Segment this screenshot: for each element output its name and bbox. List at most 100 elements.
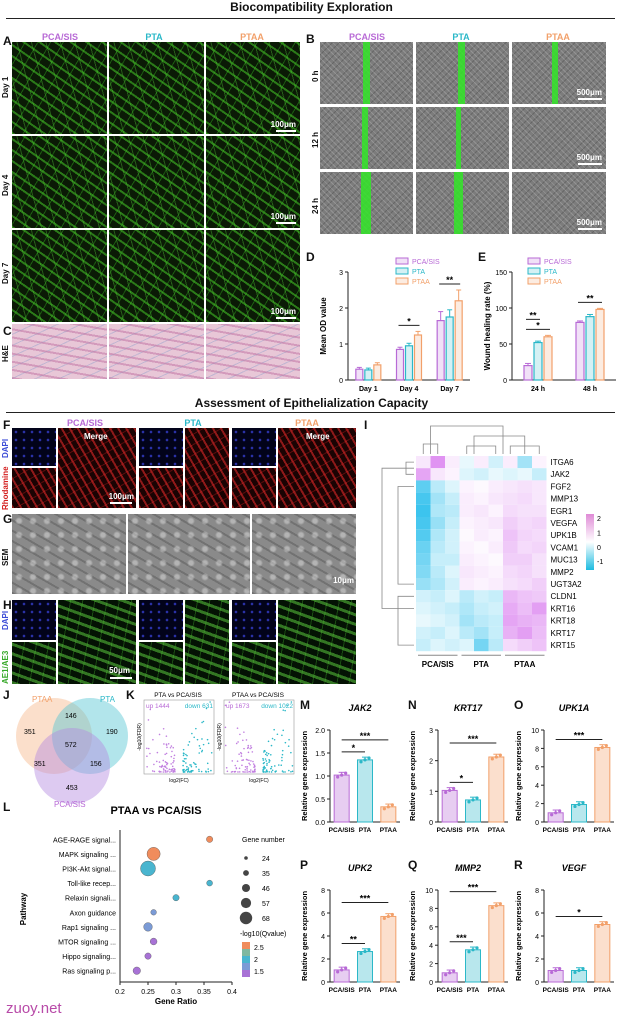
heatmap-cell bbox=[459, 553, 474, 566]
volcano-point bbox=[265, 760, 268, 762]
y-tick-label: 10 bbox=[531, 728, 539, 735]
volcano-point bbox=[185, 757, 187, 760]
heatmap-cell bbox=[474, 480, 489, 493]
heatmap-cell bbox=[445, 602, 460, 615]
venn-circle-pta bbox=[52, 698, 128, 774]
heatmap-cell bbox=[503, 602, 518, 615]
y-axis-title: Relative gene expression bbox=[408, 891, 417, 981]
heatmap-cell bbox=[416, 578, 431, 591]
heatmap-cell bbox=[445, 578, 460, 591]
volcano-title: PTA vs PCA/SIS bbox=[154, 692, 202, 699]
volcano-point bbox=[281, 749, 284, 752]
x-tick-label: 0.35 bbox=[197, 989, 211, 996]
heatmap-cell bbox=[503, 626, 518, 639]
volcano-point bbox=[170, 768, 172, 771]
heatmap-cell bbox=[488, 517, 503, 530]
volcano-up-label: up 1444 bbox=[146, 703, 170, 710]
row-dendrogram bbox=[381, 467, 414, 609]
heatmap-cell bbox=[430, 565, 445, 578]
heatmap-gene-label: UPK1B bbox=[551, 531, 577, 540]
volcano-point bbox=[237, 741, 239, 743]
panel-b-image-ptaa-12h bbox=[512, 107, 606, 169]
panel-f-group-ptaa: PTAA bbox=[295, 418, 319, 428]
heatmap-cell bbox=[517, 639, 532, 652]
heatmap-cell bbox=[416, 504, 431, 517]
heatmap-cell bbox=[416, 456, 431, 469]
data-point bbox=[340, 773, 344, 777]
volcano-point bbox=[162, 727, 165, 730]
panel-q-chart: MMP2 0 2 4 6 8 10 Relative gene expression PCA/S… bbox=[408, 863, 508, 994]
heatmap-cell bbox=[416, 529, 431, 542]
heatmap-cell bbox=[503, 590, 518, 603]
column-group-label: PCA/SIS bbox=[422, 660, 455, 669]
volcano-point bbox=[158, 770, 161, 773]
volcano-point bbox=[249, 763, 251, 766]
volcano-point bbox=[249, 747, 251, 750]
data-point bbox=[554, 968, 558, 973]
volcano-point bbox=[246, 771, 249, 773]
bar bbox=[595, 308, 605, 381]
sig-label: * bbox=[352, 743, 356, 753]
x-tick-label: PTA bbox=[359, 987, 372, 994]
bar bbox=[585, 316, 595, 381]
panel-g-image-pca bbox=[12, 514, 126, 594]
heatmap-cell bbox=[532, 590, 547, 603]
panel-b-scalebar-1 bbox=[578, 98, 602, 100]
volcano-point bbox=[238, 767, 241, 770]
heatmap-cell bbox=[459, 626, 474, 639]
volcano-point bbox=[168, 768, 171, 771]
heatmap-gene-label: MMP13 bbox=[551, 495, 579, 504]
heatmap-cell bbox=[430, 590, 445, 603]
row-dendrogram bbox=[397, 486, 414, 585]
data-point bbox=[498, 902, 502, 906]
data-point bbox=[490, 905, 494, 910]
bar bbox=[441, 789, 458, 823]
heatmap-cell bbox=[445, 468, 460, 481]
volcano-frame bbox=[143, 699, 215, 775]
size-legend-dot bbox=[243, 870, 249, 876]
heatmap-cell bbox=[474, 626, 489, 639]
heatmap-cell bbox=[430, 492, 445, 505]
panel-label-k: K bbox=[126, 688, 135, 702]
color-legend-label: 1.5 bbox=[254, 969, 264, 976]
heatmap-cell bbox=[517, 480, 532, 493]
panel-a-row-day1: Day 1 bbox=[1, 76, 10, 98]
panel-f-image-pta-rhodamine bbox=[139, 468, 183, 508]
panel-f-row-rhodamine: Rhodamine bbox=[1, 466, 10, 510]
panel-label-h: H bbox=[3, 598, 12, 612]
heatmap-cell bbox=[488, 468, 503, 481]
heatmap-cell bbox=[459, 541, 474, 554]
sig-label: * bbox=[407, 316, 411, 326]
volcano-point bbox=[182, 764, 184, 767]
volcano-point bbox=[165, 752, 168, 755]
volcano-point bbox=[284, 771, 286, 773]
panel-h-image-pta-ae bbox=[139, 642, 183, 684]
data-point bbox=[467, 800, 471, 804]
venn-pta-pca: 156 bbox=[90, 761, 102, 768]
bubble-point bbox=[149, 937, 158, 946]
pathway-label: Rap1 signaling ... bbox=[62, 925, 116, 932]
panel-a-row-day7: Day 7 bbox=[1, 262, 10, 284]
legend-label: PTA bbox=[412, 269, 425, 276]
volcano-point bbox=[171, 765, 174, 768]
volcano-point bbox=[263, 761, 266, 764]
sig-label: * bbox=[460, 773, 464, 783]
panel-a-image-ptaa-day4 bbox=[206, 136, 300, 228]
data-point bbox=[386, 914, 390, 919]
x-tick-label: PTA bbox=[467, 827, 480, 834]
heatmap-cell bbox=[488, 602, 503, 615]
panel-f-image-pta-merge bbox=[185, 428, 229, 508]
volcano-point bbox=[246, 767, 248, 770]
bar bbox=[594, 746, 611, 823]
bar bbox=[533, 341, 543, 381]
volcano-point bbox=[231, 760, 234, 762]
volcano-point bbox=[188, 771, 191, 773]
volcano-point bbox=[206, 738, 209, 741]
volcano-point bbox=[273, 738, 276, 741]
volcano-point bbox=[170, 770, 173, 772]
heatmap-cell bbox=[430, 456, 445, 469]
y-tick-label: 6 bbox=[535, 911, 539, 918]
column-dendrogram bbox=[430, 425, 504, 454]
heatmap-cell bbox=[445, 614, 460, 627]
